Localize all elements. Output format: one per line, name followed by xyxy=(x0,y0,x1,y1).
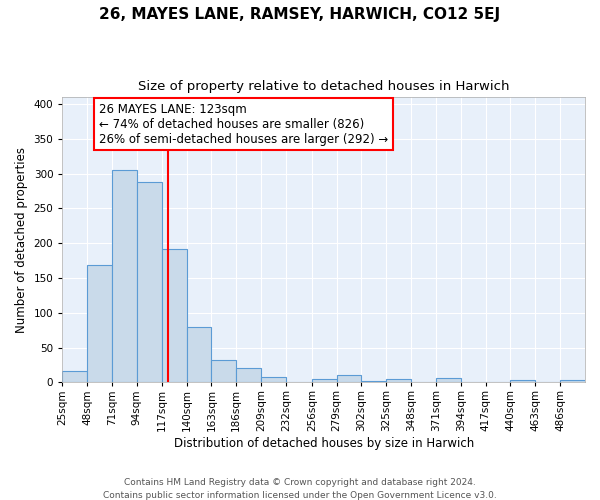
X-axis label: Distribution of detached houses by size in Harwich: Distribution of detached houses by size … xyxy=(173,437,474,450)
Text: 26 MAYES LANE: 123sqm
← 74% of detached houses are smaller (826)
26% of semi-det: 26 MAYES LANE: 123sqm ← 74% of detached … xyxy=(99,102,388,146)
Bar xyxy=(511,380,535,382)
Bar xyxy=(161,248,187,382)
Bar xyxy=(62,371,87,382)
Bar xyxy=(261,377,286,382)
Bar xyxy=(361,381,386,382)
Title: Size of property relative to detached houses in Harwich: Size of property relative to detached ho… xyxy=(138,80,509,93)
Bar xyxy=(436,378,461,382)
Bar xyxy=(236,368,261,382)
Bar xyxy=(211,360,236,382)
Bar xyxy=(187,328,211,382)
Bar xyxy=(87,266,112,382)
Bar xyxy=(386,379,411,382)
Y-axis label: Number of detached properties: Number of detached properties xyxy=(15,146,28,332)
Bar xyxy=(560,380,585,382)
Bar xyxy=(337,376,361,382)
Bar xyxy=(112,170,137,382)
Text: 26, MAYES LANE, RAMSEY, HARWICH, CO12 5EJ: 26, MAYES LANE, RAMSEY, HARWICH, CO12 5E… xyxy=(100,8,500,22)
Bar xyxy=(312,379,337,382)
Bar xyxy=(137,182,161,382)
Text: Contains HM Land Registry data © Crown copyright and database right 2024.
Contai: Contains HM Land Registry data © Crown c… xyxy=(103,478,497,500)
